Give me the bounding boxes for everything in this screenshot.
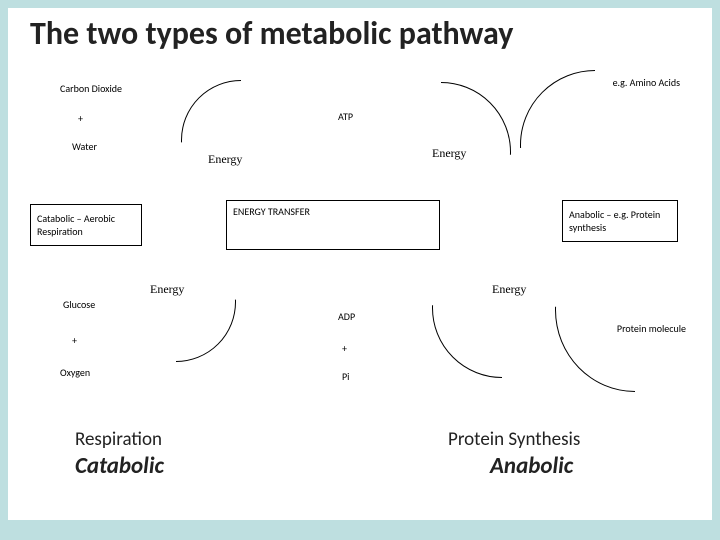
label-energy-1: Energy xyxy=(208,152,242,167)
label-oxygen: Oxygen xyxy=(60,366,90,379)
label-glucose: Glucose xyxy=(63,298,95,311)
label-amino-acids: e.g. Amino Acids xyxy=(613,76,680,89)
label-water: Water xyxy=(72,140,97,153)
box-energy-transfer: ENERGY TRANSFER xyxy=(226,200,440,250)
box-catabolic: Catabolic – Aerobic Respiration xyxy=(30,204,142,246)
box-anabolic-text: Anabolic – e.g. Protein synthesis xyxy=(569,208,671,234)
label-protein-molecule: Protein molecule xyxy=(617,322,686,335)
page-title: The two types of metabolic pathway xyxy=(30,14,513,53)
label-adp: ADP xyxy=(338,310,355,323)
footer-respiration: Respiration xyxy=(75,428,162,451)
label-plus-3: + xyxy=(342,342,347,355)
label-atp: ATP xyxy=(338,110,353,123)
box-catabolic-text: Catabolic – Aerobic Respiration xyxy=(37,212,135,238)
footer-protein-synthesis: Protein Synthesis xyxy=(448,428,580,451)
label-plus-1: + xyxy=(78,112,83,125)
footer-anabolic: Anabolic xyxy=(490,452,573,480)
label-plus-2: + xyxy=(72,334,77,347)
box-anabolic: Anabolic – e.g. Protein synthesis xyxy=(562,200,678,242)
label-energy-3: Energy xyxy=(150,282,184,297)
box-energy-transfer-text: ENERGY TRANSFER xyxy=(233,205,310,218)
footer-catabolic: Catabolic xyxy=(75,452,164,480)
label-pi: Pi xyxy=(342,370,349,383)
label-energy-4: Energy xyxy=(492,282,526,297)
label-carbon-dioxide: Carbon Dioxide xyxy=(60,82,122,95)
